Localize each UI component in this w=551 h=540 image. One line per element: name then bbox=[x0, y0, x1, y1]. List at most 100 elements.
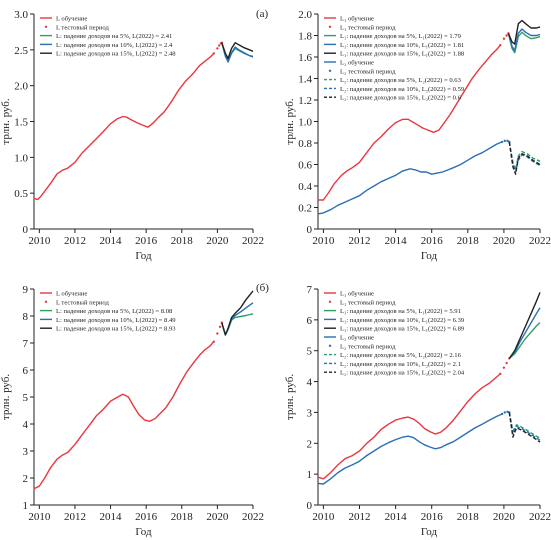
series-point bbox=[499, 372, 502, 376]
x-tick-label: 2020 bbox=[206, 511, 229, 523]
legend-swatch bbox=[328, 69, 332, 73]
series-line bbox=[507, 19, 541, 45]
series-point bbox=[502, 366, 506, 369]
y-tick-label: 3.0 bbox=[14, 9, 28, 21]
x-tick-label: 2016 bbox=[135, 235, 158, 247]
y-tick-label: 1.5 bbox=[14, 117, 28, 129]
y-axis-label: трлн. руб. bbox=[0, 374, 12, 420]
y-tick-label: 0 bbox=[307, 224, 313, 236]
y-tick-label: 0.8 bbox=[298, 138, 312, 150]
series-line bbox=[508, 141, 541, 175]
y-tick-label: 2.0 bbox=[298, 9, 312, 21]
series-point bbox=[503, 411, 507, 414]
y-tick-label: 4 bbox=[307, 377, 313, 389]
legend-label: L₂: падение доходов на 10%, L₂(2022) = 0… bbox=[340, 86, 465, 93]
series-line bbox=[33, 52, 215, 201]
legend-label: L₁ обучение bbox=[340, 16, 374, 23]
x-tick-label: 2014 bbox=[100, 511, 123, 523]
legend-label: L₁: падение доходов на 10%, L₁(2022) = 1… bbox=[340, 42, 464, 49]
legend-swatch bbox=[328, 300, 332, 303]
y-tick-label: 6 bbox=[23, 365, 29, 377]
series-point bbox=[217, 44, 221, 47]
y-tick-label: 2 bbox=[307, 438, 313, 450]
x-tick-label: 2020 bbox=[493, 511, 516, 523]
y-tick-label: 9 bbox=[23, 284, 29, 296]
y-tick-label: 6 bbox=[307, 315, 313, 327]
chart-panel-top-right: 2010 2012 2014 2016 2018 2020 2022 0 0.2 0.4 0.6 0.… bbox=[284, 9, 551, 262]
x-tick-label: 2012 bbox=[64, 511, 86, 523]
x-tick-label: 2010 bbox=[28, 511, 51, 523]
x-tick-label: 2018 bbox=[457, 511, 480, 523]
x-axis-label: Год bbox=[135, 526, 152, 538]
series-line bbox=[507, 31, 541, 54]
panel-label-a: (а) bbox=[256, 8, 269, 20]
legend-label: L₁ тестовый период bbox=[340, 299, 396, 306]
y-tick-label: 4 bbox=[23, 419, 29, 431]
y-tick-label: 1 bbox=[23, 500, 29, 512]
series-point bbox=[212, 52, 216, 55]
y-tick-label: 1.0 bbox=[14, 152, 28, 164]
legend-label: L: падение доходов на 10%, L(2022) = 2.4 bbox=[56, 42, 173, 49]
legend-label: L₂ тестовый период bbox=[340, 68, 396, 75]
y-tick-label: 0.4 bbox=[298, 181, 312, 193]
y-tick-label: 5 bbox=[307, 346, 313, 358]
y-axis-label: трлн. руб. bbox=[284, 374, 296, 420]
legend-swatch bbox=[44, 25, 48, 28]
y-tick-label: 1.2 bbox=[298, 95, 312, 107]
legend-label: L₂: падение доходов на 15%, L₂(2022) = 0… bbox=[340, 95, 462, 102]
legend-label: L₁ обучение bbox=[340, 291, 374, 298]
x-axis-label: Год bbox=[135, 250, 152, 262]
series-point bbox=[216, 332, 219, 335]
legend-label: L₁: падение доходов на 5%, L₁(2022) = 1.… bbox=[340, 33, 462, 40]
panel-label-b: (б) bbox=[256, 282, 269, 294]
legend-label: L₂: падение доходов на 5%, L₂(2022) = 2.… bbox=[340, 352, 462, 359]
legend-label: L тестовый период bbox=[56, 24, 110, 31]
legend-label: L: падение доходов на 5%, L(2022) = 2.41 bbox=[56, 33, 172, 40]
x-tick-label: 2022 bbox=[242, 235, 264, 247]
y-tick-label: 5 bbox=[23, 392, 29, 404]
series-point bbox=[505, 361, 508, 365]
y-tick-label: 2.5 bbox=[14, 45, 28, 57]
x-tick-label: 2022 bbox=[529, 235, 551, 247]
legend-label: L обучение bbox=[56, 16, 87, 23]
y-tick-label: 1.0 bbox=[298, 117, 312, 129]
x-tick-label: 2012 bbox=[64, 235, 86, 247]
x-axis-label: Год bbox=[421, 526, 438, 538]
legend-label: L: падение доходов на 15%, L(2022) = 2.4… bbox=[56, 51, 176, 58]
y-tick-label: 2.0 bbox=[14, 81, 28, 93]
legend-swatch bbox=[328, 25, 332, 28]
series-line bbox=[317, 141, 503, 215]
legend-label: L тестовый период bbox=[56, 299, 110, 306]
x-tick-label: 2016 bbox=[421, 235, 444, 247]
legend-label: L₂: падение доходов на 10%, L₂(2022) = 2… bbox=[340, 361, 461, 368]
legend-swatch bbox=[44, 300, 48, 303]
legend-label: L₁: падение доходов на 15%, L₁(2022) = 6… bbox=[340, 326, 465, 333]
y-tick-label: 2 bbox=[23, 473, 29, 485]
x-tick-label: 2018 bbox=[457, 235, 480, 247]
series-point bbox=[506, 139, 509, 143]
legend-label: L₁: падение доходов на 5%, L₁(2022) = 5.… bbox=[340, 308, 461, 315]
series-line bbox=[317, 413, 503, 485]
y-tick-label: 8 bbox=[23, 311, 29, 323]
series-point bbox=[506, 410, 509, 414]
series-line bbox=[318, 44, 501, 201]
series-line bbox=[508, 292, 541, 359]
series-line bbox=[508, 307, 541, 359]
legend-swatch bbox=[328, 344, 332, 347]
y-tick-label: 1.4 bbox=[298, 74, 312, 86]
legend-label: L обучение bbox=[56, 291, 87, 298]
x-tick-label: 2010 bbox=[28, 235, 51, 247]
x-tick-label: 2012 bbox=[349, 235, 371, 247]
x-axis-label: Год bbox=[421, 250, 438, 262]
x-tick-label: 2014 bbox=[385, 235, 408, 247]
chart-panel-bottom-left: 2010 2012 2014 2016 2018 2020 2022 1 2 3 4 5 6 7 8 9 Год… bbox=[0, 284, 264, 538]
y-axis-label: трлн. руб. bbox=[284, 98, 296, 144]
y-tick-label: 0.2 bbox=[298, 203, 312, 215]
x-tick-label: 2014 bbox=[385, 511, 408, 523]
series-line bbox=[507, 28, 541, 52]
y-tick-label: 1 bbox=[307, 469, 313, 481]
legend-label: L₂: падение доходов на 5%, L₂(2022) = 0.… bbox=[340, 77, 462, 84]
y-tick-label: 7 bbox=[23, 338, 29, 350]
x-tick-label: 2014 bbox=[100, 235, 123, 247]
